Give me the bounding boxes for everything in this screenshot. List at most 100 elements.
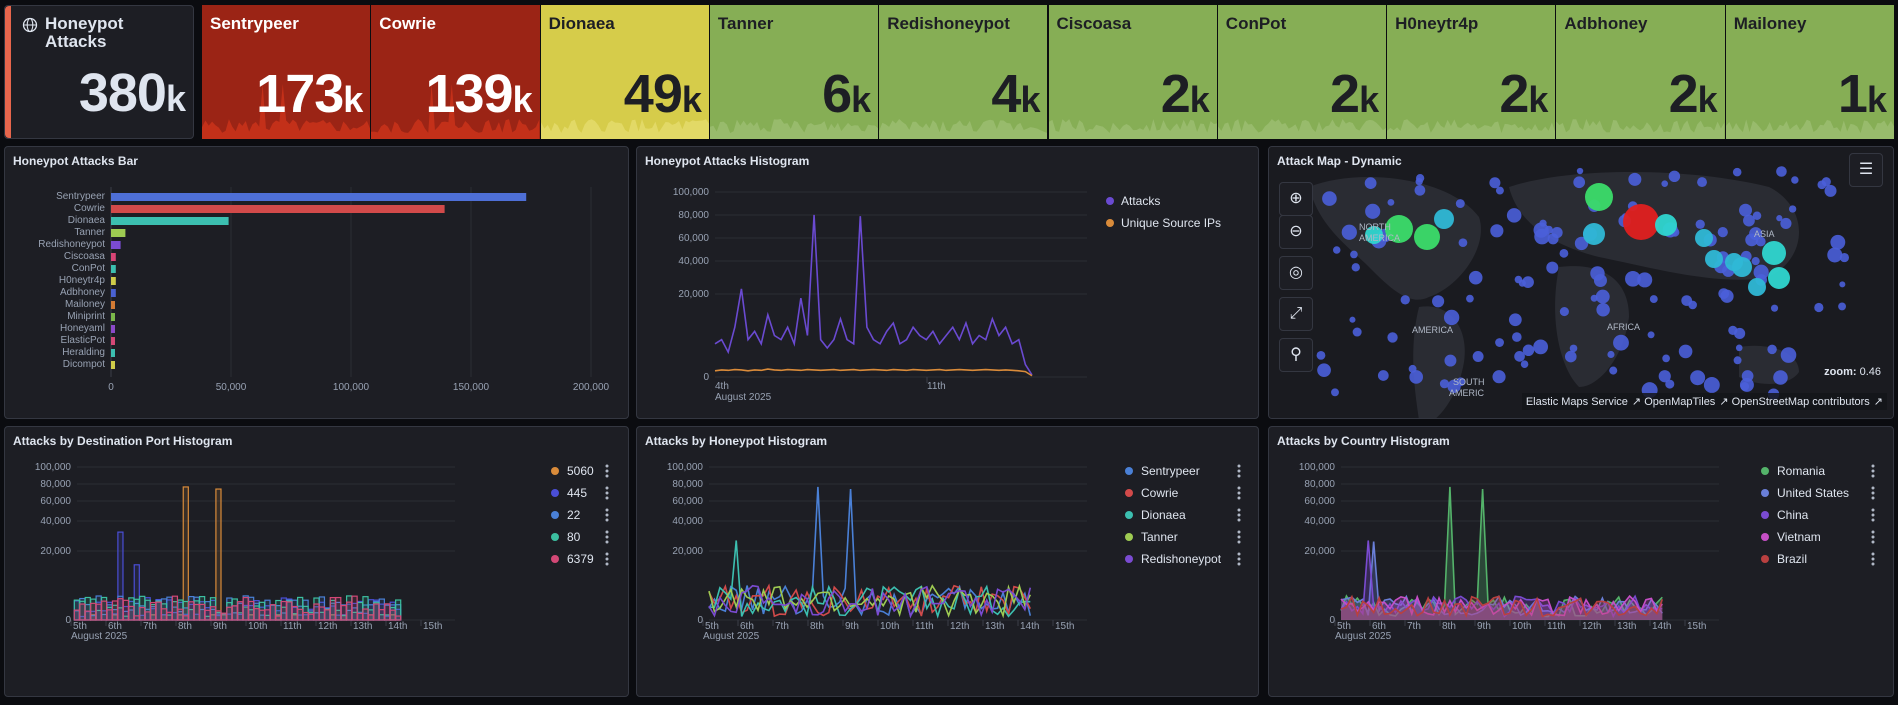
legend-label: Cowrie	[1141, 486, 1179, 500]
attack-point	[1508, 313, 1522, 327]
globe-icon	[22, 17, 38, 33]
histogram-bar	[367, 614, 375, 621]
legend-options-icon	[1237, 491, 1241, 495]
attack-point	[1455, 199, 1465, 209]
attack-point	[1788, 205, 1797, 213]
legend-label: China	[1777, 508, 1809, 522]
legend-options-icon	[1237, 496, 1241, 500]
histogram-bar	[269, 604, 277, 621]
histogram-bar	[215, 610, 222, 621]
attack-point	[1703, 376, 1720, 393]
attack-point	[1443, 309, 1460, 326]
legend-dot	[1125, 555, 1133, 563]
tile-value: 2k	[1668, 64, 1718, 124]
bar-redishoneypot	[111, 241, 121, 249]
zoom-label: zoom: 0.46	[1824, 366, 1881, 378]
x-tick-label: 150,000	[453, 382, 490, 393]
attribution-link-ems[interactable]: Elastic Maps Service	[1525, 396, 1628, 408]
histogram-bar	[275, 615, 282, 621]
panel-title: Honeypot Attacks Histogram	[645, 154, 810, 168]
bar-tanner	[111, 229, 126, 237]
attack-point	[1551, 227, 1563, 239]
locate-button[interactable]: ◎	[1279, 256, 1313, 290]
x-tick-label: 11th	[283, 621, 302, 632]
world-map[interactable]	[1269, 147, 1894, 419]
tile-h0neytr4p[interactable]: H0neytr4p 2k	[1387, 5, 1556, 139]
legend-label: 80	[567, 530, 581, 544]
attack-hotspot	[1365, 226, 1383, 244]
series-line-attacks	[714, 214, 1033, 376]
attribution-link-openmaptiles[interactable]: OpenMapTiles	[1644, 396, 1716, 408]
x-tick-label: 0	[108, 382, 114, 393]
zoom-in-button[interactable]: ⊕	[1279, 182, 1313, 216]
attack-point	[1322, 191, 1337, 206]
attack-hotspot	[1762, 241, 1786, 265]
histogram-bar	[291, 605, 298, 621]
legend-label: United States	[1777, 486, 1849, 500]
tile-dionaea[interactable]: Dionaea 49k	[540, 5, 709, 139]
tile-adbhoney[interactable]: Adbhoney 2k	[1556, 5, 1725, 139]
histogram-bar	[209, 606, 217, 621]
tile-redishoneypot[interactable]: Redishoneypot 4k	[879, 5, 1048, 139]
histogram-bar	[182, 486, 189, 621]
panel-attack-map: Attack Map - Dynamic ⊕ ⊖ ◎ ⤢ ⚲ ☰ zoom: 0…	[1268, 146, 1894, 419]
y-tick-label: 40,000	[672, 516, 703, 527]
tools-button[interactable]: ⚲	[1279, 338, 1313, 372]
attack-point	[1776, 215, 1783, 222]
attack-point	[1432, 295, 1445, 308]
fullscreen-button[interactable]: ⤢	[1279, 297, 1313, 331]
attack-point	[1661, 180, 1669, 187]
histogram-bar	[204, 609, 211, 621]
tile-value: 173k	[256, 64, 363, 124]
legend-options-icon	[1237, 513, 1241, 517]
histogram-bar	[280, 600, 287, 621]
attribution-link-osm[interactable]: OpenStreetMap contributors	[1731, 396, 1870, 408]
legend-label: Dionaea	[1141, 508, 1186, 522]
histogram-bar	[215, 488, 222, 621]
attack-point	[1414, 184, 1426, 196]
tile-conpot[interactable]: ConPot 2k	[1217, 5, 1387, 139]
y-tick-label: 100,000	[673, 187, 710, 198]
sparkline	[371, 84, 540, 139]
tile-honeypot-attacks[interactable]: Honeypot Attacks 380k	[4, 5, 194, 139]
histogram-bar	[237, 601, 244, 621]
x-tick-label: 12th	[318, 621, 337, 632]
tile-tanner[interactable]: Tanner 6k	[709, 5, 879, 139]
y-tick-label: 0	[1329, 615, 1335, 626]
tile-ciscoasa[interactable]: Ciscoasa 2k	[1048, 5, 1217, 139]
sparkline	[202, 84, 371, 139]
tile-cowrie[interactable]: Cowrie 139k	[371, 5, 540, 139]
x-tick-label: 15th	[1055, 621, 1074, 632]
tile-stripe	[5, 6, 11, 138]
tile-sentrypeer[interactable]: Sentrypeer 173k	[202, 5, 371, 139]
attack-point	[1596, 303, 1610, 317]
histogram-bar	[247, 600, 255, 621]
x-tick-label: 11th	[927, 381, 946, 392]
x-tick-label: 9th	[1477, 621, 1491, 632]
attack-point	[1678, 344, 1693, 359]
legend-label: Vietnam	[1777, 530, 1821, 544]
histogram-bar	[351, 595, 358, 621]
zoom-out-button[interactable]: ⊖	[1279, 215, 1313, 249]
legend-dot	[1761, 489, 1769, 497]
panel-title: Attacks by Country Histogram	[1277, 434, 1450, 448]
bar-category-label: Tanner	[74, 227, 105, 238]
attack-point	[1690, 370, 1706, 386]
histogram-bar	[166, 611, 173, 621]
histogram-bar	[307, 613, 315, 621]
attack-point	[1595, 289, 1610, 304]
y-tick-label: 20,000	[1304, 546, 1335, 557]
y-tick-label: 100,000	[1299, 462, 1336, 473]
y-tick-label: 100,000	[35, 462, 72, 473]
tile-mailoney[interactable]: Mailoney 1k	[1725, 5, 1894, 139]
layers-toggle-button[interactable]: ☰	[1849, 153, 1883, 187]
series-line-unique-source-ips	[714, 368, 1033, 377]
map-label-north: NORTH	[1359, 222, 1391, 232]
x-tick-label: 50,000	[216, 382, 247, 393]
legend-options-icon	[1871, 491, 1875, 495]
attack-hotspot	[1414, 224, 1440, 250]
tile-title: Dionaea	[548, 14, 615, 33]
x-tick-label: 15th	[1687, 621, 1706, 632]
attack-point	[1472, 351, 1484, 362]
